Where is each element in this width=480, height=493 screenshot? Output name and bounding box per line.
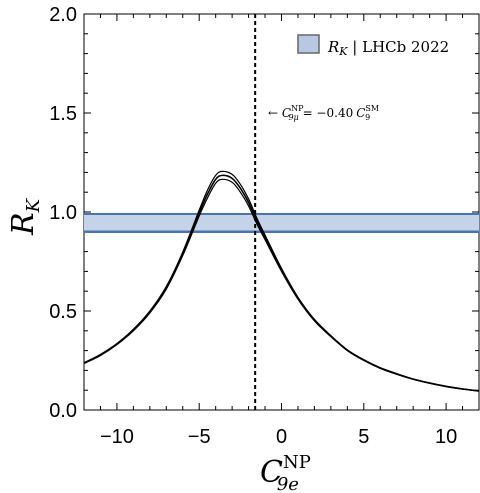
- band-fill: [84, 213, 479, 232]
- y-tick-label: 2.0: [49, 4, 77, 26]
- plot-frame: [83, 13, 480, 411]
- legend-label: RK | LHCb 2022: [327, 38, 449, 58]
- rk-curve-2: [83, 174, 480, 392]
- rk-curve-1: [83, 178, 480, 392]
- y-axis-label: RK: [6, 197, 44, 236]
- x-tick-label: 0: [276, 426, 287, 448]
- x-axis-label: CNP 9e: [260, 452, 311, 493]
- legend-swatch: [297, 34, 320, 54]
- annotation: ← CNP 9μ = −0.40 CSM 9: [268, 104, 379, 122]
- rk-curves: [83, 170, 480, 392]
- tick-labels: −10 −5 0 5 10 0.0 0.5 1.0 1.5 2.0: [49, 4, 457, 448]
- axis-ticks: [83, 13, 480, 411]
- lhcb-band: [84, 212, 479, 234]
- y-tick-label: 0.5: [49, 301, 77, 323]
- x-tick-label: 10: [435, 426, 457, 448]
- x-tick-label: −5: [188, 426, 211, 448]
- x-tick-label: 5: [358, 426, 369, 448]
- y-tick-label: 1.5: [49, 103, 77, 125]
- y-tick-label: 1.0: [49, 202, 77, 224]
- y-tick-label: 0.0: [49, 400, 77, 422]
- rk-curve-3: [83, 170, 480, 392]
- x-tick-label: −10: [100, 426, 134, 448]
